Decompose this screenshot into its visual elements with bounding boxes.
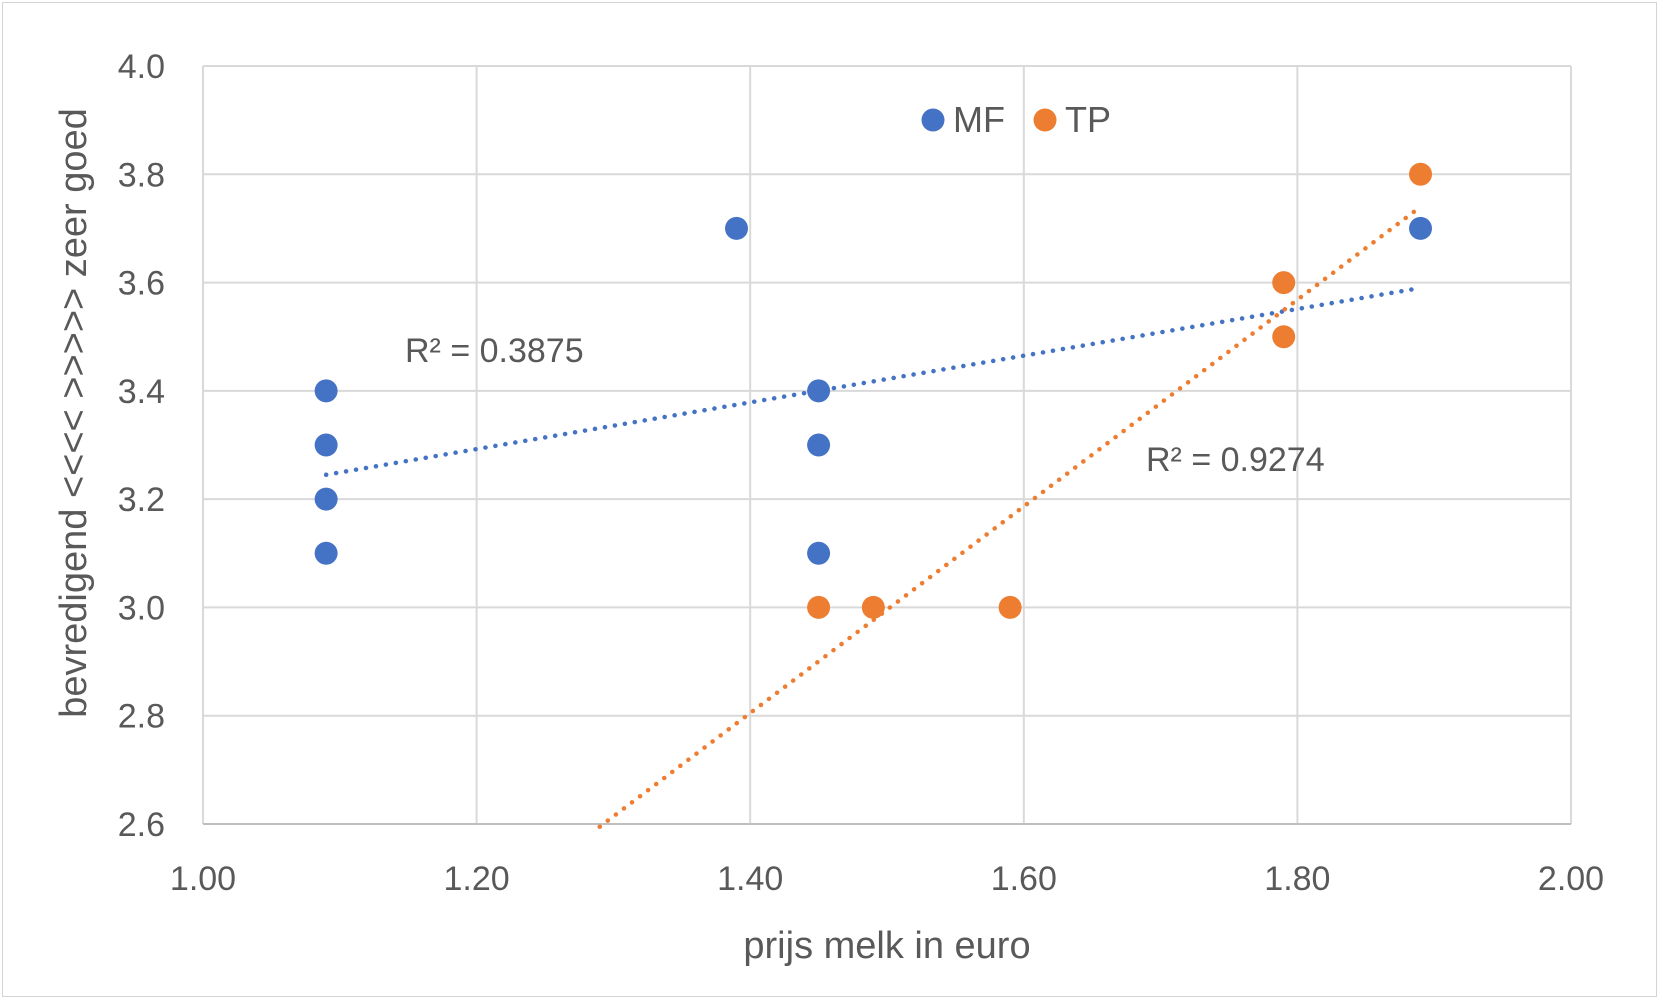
- data-point-mf: [725, 216, 749, 240]
- y-tick-label: 3.0: [118, 589, 165, 627]
- data-point-mf: [314, 433, 338, 457]
- data-point-tp: [1409, 162, 1433, 186]
- x-axis-tick-labels: 1.00 1.20 1.40 1.60 1.80 2.00: [170, 860, 1604, 898]
- y-tick-label: 3.4: [118, 373, 165, 411]
- data-points: [314, 162, 1433, 619]
- y-tick-label: 3.8: [118, 156, 165, 194]
- trendlines: [323, 204, 1423, 829]
- data-point-mf: [807, 541, 831, 565]
- data-point-tp: [1272, 325, 1296, 349]
- legend-label-tp: TP: [1065, 99, 1111, 140]
- y-tick-label: 3.2: [118, 481, 165, 519]
- legend-label-mf: MF: [953, 99, 1005, 140]
- x-tick-label: 1.80: [1264, 860, 1330, 898]
- data-point-mf: [807, 379, 831, 403]
- y-axis-label: bevredigend <<<< >>>>> zeer goed: [53, 108, 95, 718]
- data-point-mf: [314, 541, 338, 565]
- legend: MF TP: [921, 99, 1111, 140]
- y-axis-tick-labels: 2.6 2.8 3.0 3.2 3.4 3.6 3.8 4.0: [118, 48, 165, 844]
- y-tick-label: 2.8: [118, 698, 165, 736]
- x-tick-label: 1.00: [170, 860, 236, 898]
- x-tick-label: 1.60: [991, 860, 1057, 898]
- y-tick-label: 2.6: [118, 806, 165, 844]
- data-point-tp: [807, 595, 831, 619]
- legend-marker-tp: [1033, 108, 1057, 132]
- x-tick-label: 2.00: [1538, 860, 1604, 898]
- r-squared-labels: R² = 0.3875 R² = 0.9274: [405, 332, 1325, 479]
- x-axis-label: prijs melk in euro: [743, 925, 1030, 967]
- y-tick-label: 4.0: [118, 48, 165, 86]
- gridlines: [202, 65, 1572, 825]
- data-point-mf: [314, 487, 338, 511]
- r-squared-label-mf: R² = 0.3875: [405, 332, 584, 370]
- data-point-tp: [998, 595, 1022, 619]
- data-point-tp: [861, 595, 885, 619]
- x-tick-label: 1.40: [717, 860, 783, 898]
- data-point-mf: [1409, 216, 1433, 240]
- data-point-mf: [807, 433, 831, 457]
- y-tick-label: 3.6: [118, 265, 165, 303]
- legend-marker-mf: [921, 108, 945, 132]
- data-point-tp: [1272, 271, 1296, 295]
- trendline-mf: [323, 285, 1423, 478]
- data-point-mf: [314, 379, 338, 403]
- r-squared-label-tp: R² = 0.9274: [1146, 441, 1325, 479]
- trendline-tp: [597, 204, 1423, 829]
- x-tick-label: 1.20: [444, 860, 510, 898]
